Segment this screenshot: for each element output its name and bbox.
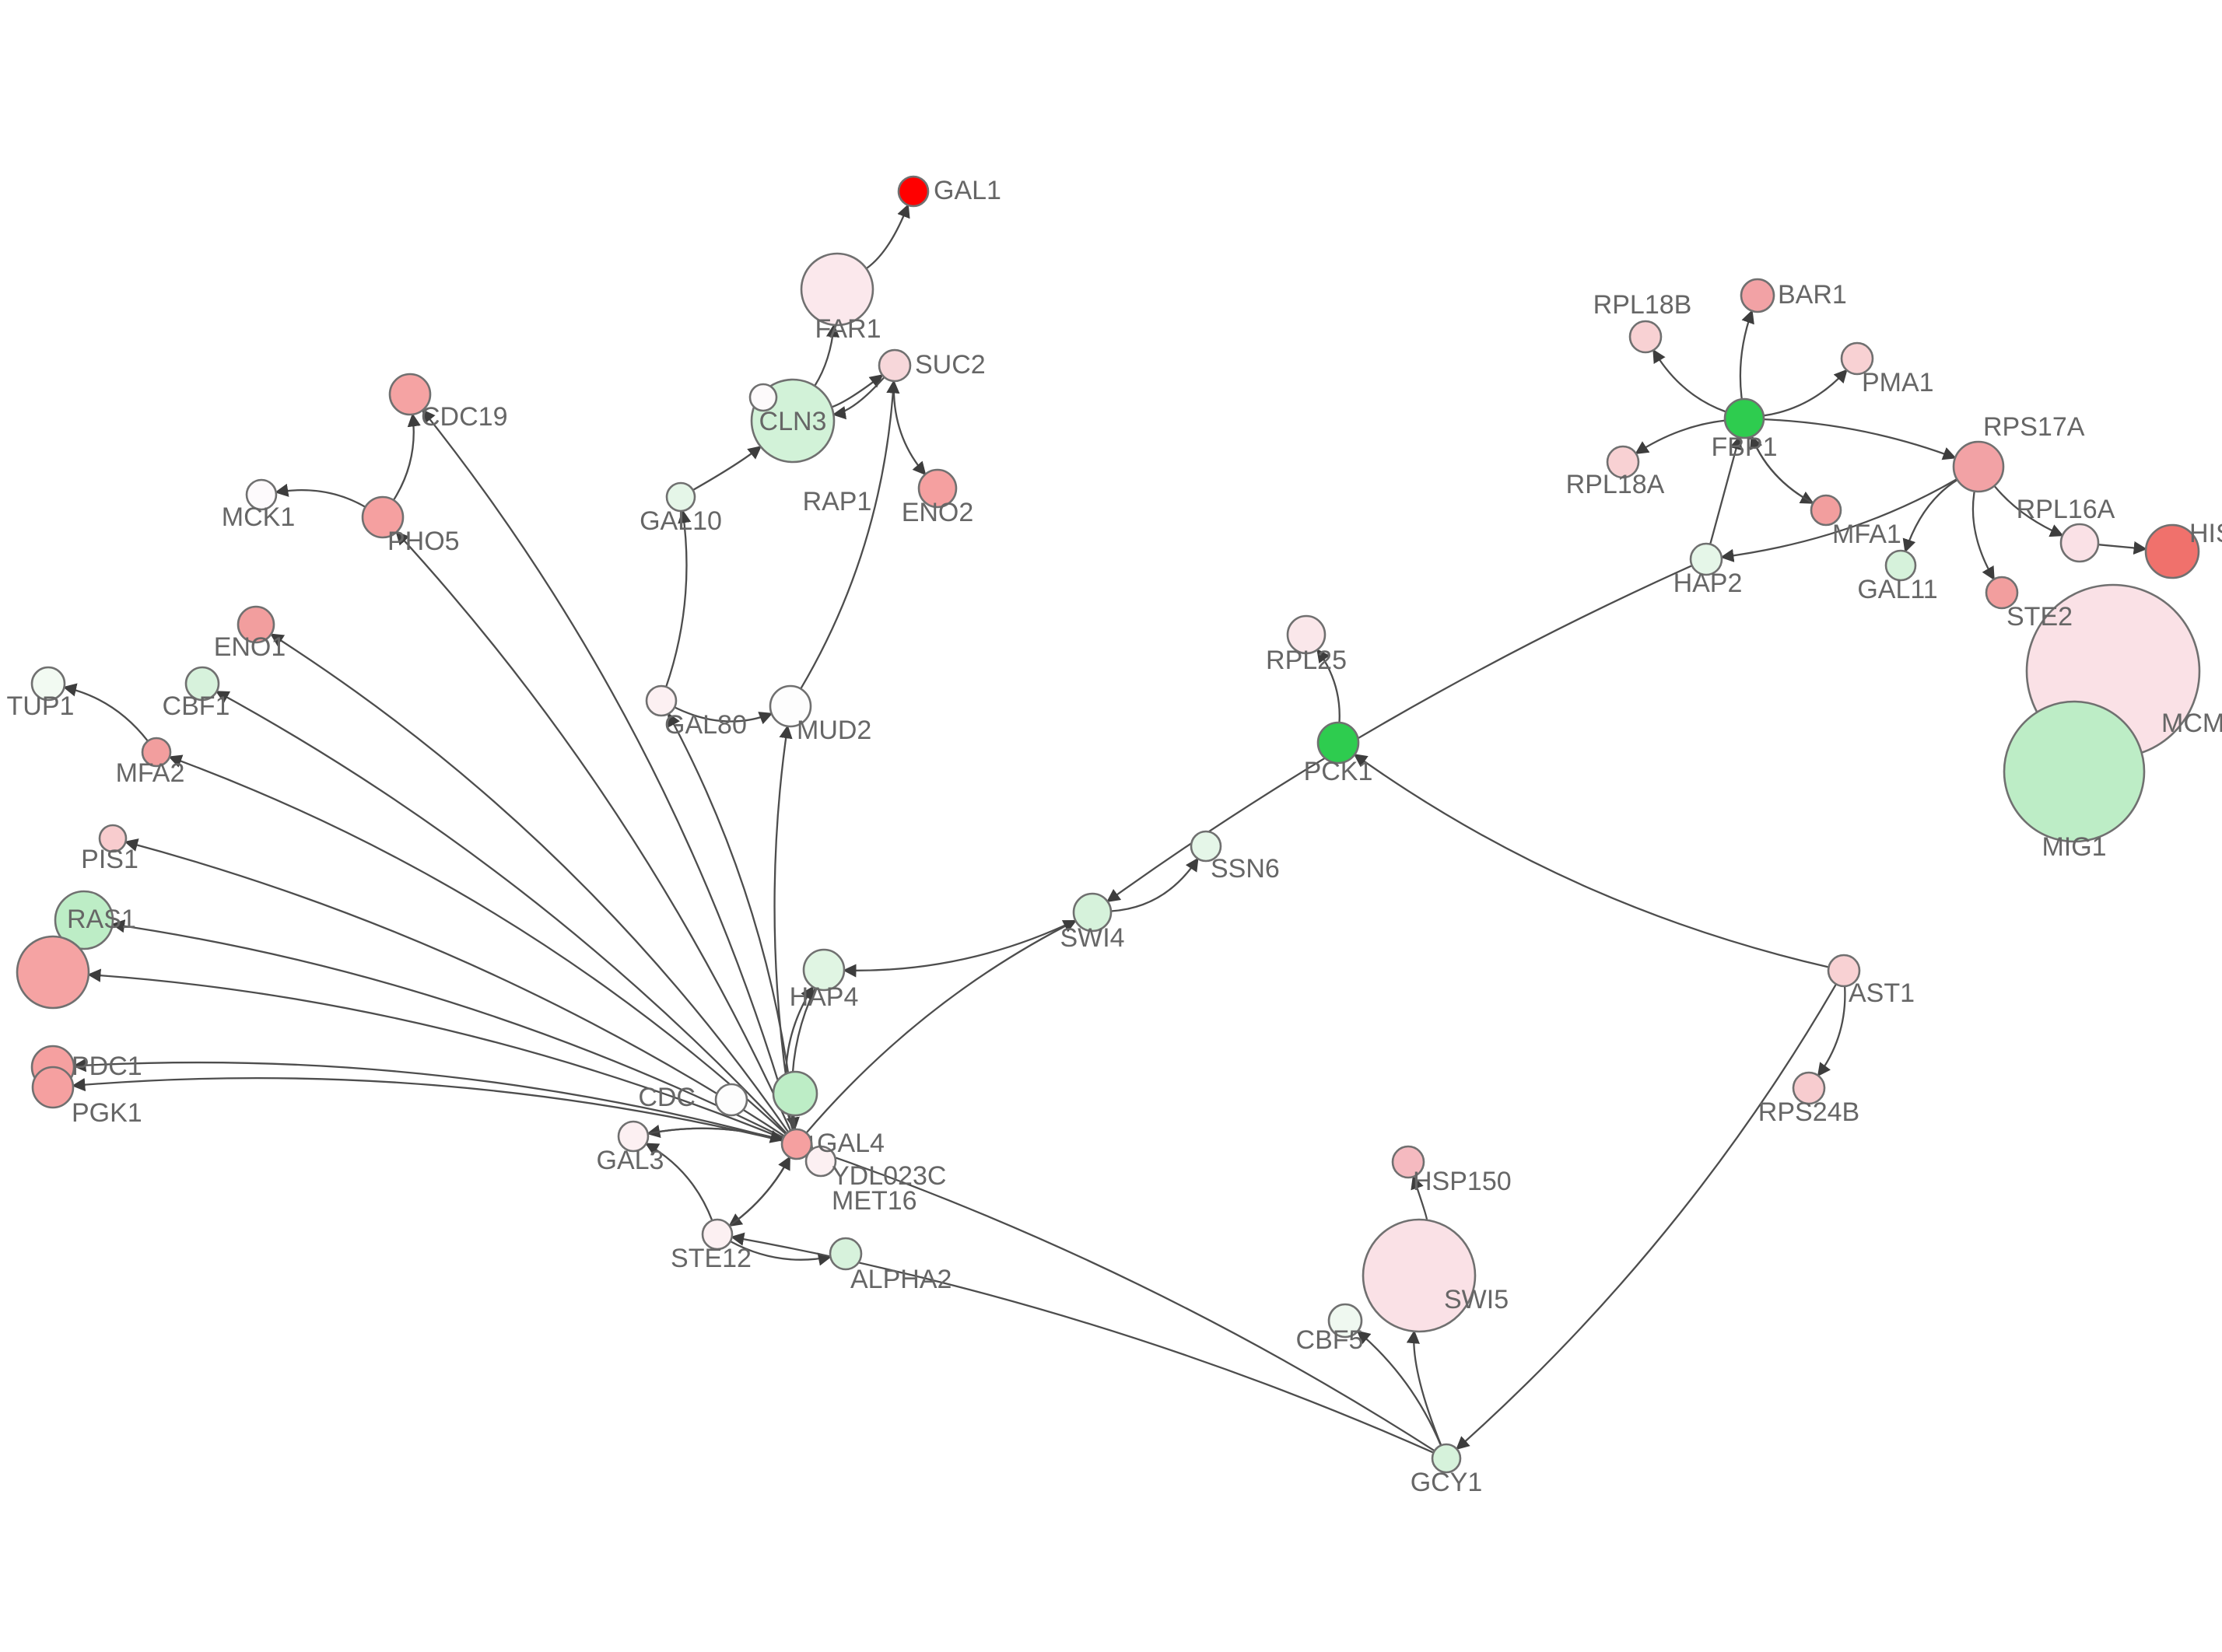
svg-text:PGK1: PGK1 [72, 1098, 142, 1128]
svg-text:SUC2: SUC2 [915, 350, 986, 380]
svg-text:STE12: STE12 [671, 1244, 752, 1273]
svg-text:MCK1: MCK1 [222, 502, 295, 532]
svg-text:RPS17A: RPS17A [1983, 412, 2085, 442]
svg-text:RPL16A: RPL16A [2017, 495, 2115, 524]
svg-text:RPL18A: RPL18A [1566, 470, 1665, 499]
svg-text:HAP2: HAP2 [1674, 569, 1743, 598]
svg-text:MFA1: MFA1 [1832, 520, 1901, 549]
svg-text:TUP1: TUP1 [7, 691, 75, 721]
svg-text:ALPHA2: ALPHA2 [850, 1265, 952, 1294]
svg-text:CDC: CDC [638, 1083, 696, 1112]
svg-text:GAL3: GAL3 [597, 1146, 664, 1175]
svg-text:STE2: STE2 [2006, 602, 2073, 632]
svg-text:CLN3: CLN3 [759, 407, 827, 436]
svg-text:RAS1: RAS1 [67, 905, 136, 934]
svg-text:FBP1: FBP1 [1711, 432, 1777, 462]
svg-text:PMA1: PMA1 [1862, 368, 1934, 397]
svg-text:MFA2: MFA2 [116, 758, 185, 788]
svg-text:PDC1: PDC1 [72, 1052, 142, 1081]
svg-text:RPS24B: RPS24B [1758, 1097, 1859, 1127]
svg-text:AST1: AST1 [1849, 978, 1915, 1008]
svg-text:RPL25: RPL25 [1266, 646, 1347, 675]
svg-text:PCK1: PCK1 [1304, 757, 1373, 786]
svg-text:PIS1: PIS1 [81, 845, 138, 874]
svg-text:GAL80: GAL80 [664, 710, 747, 740]
svg-text:BAR1: BAR1 [1778, 280, 1847, 310]
svg-text:HIS4: HIS4 [2189, 519, 2222, 548]
svg-text:HSP150: HSP150 [1413, 1167, 1512, 1196]
svg-text:CBF5: CBF5 [1296, 1325, 1364, 1355]
svg-text:MCM1: MCM1 [2161, 709, 2222, 738]
svg-text:GAL4: GAL4 [817, 1129, 885, 1158]
svg-text:GAL10: GAL10 [640, 506, 722, 536]
svg-text:SWI5: SWI5 [1444, 1285, 1509, 1314]
svg-text:GAL11: GAL11 [1857, 575, 1937, 604]
svg-text:SSN6: SSN6 [1211, 854, 1280, 884]
svg-text:FAR1: FAR1 [815, 314, 881, 344]
svg-text:HAP4: HAP4 [790, 982, 859, 1012]
svg-text:GCY1: GCY1 [1411, 1468, 1483, 1497]
svg-text:MET16: MET16 [832, 1186, 917, 1216]
svg-text:CBF1: CBF1 [163, 691, 230, 721]
svg-text:ENO2: ENO2 [902, 498, 974, 527]
svg-text:SWI4: SWI4 [1060, 923, 1124, 953]
svg-text:ENO1: ENO1 [214, 632, 286, 662]
svg-text:MUD2: MUD2 [797, 716, 871, 745]
svg-text:CDC19: CDC19 [421, 402, 507, 432]
svg-text:RPL18B: RPL18B [1593, 290, 1692, 320]
svg-text:MIG1: MIG1 [2042, 832, 2106, 862]
svg-text:GAL1: GAL1 [934, 176, 1001, 205]
svg-text:RAP1: RAP1 [803, 487, 872, 516]
svg-text:PHO5: PHO5 [387, 527, 460, 556]
